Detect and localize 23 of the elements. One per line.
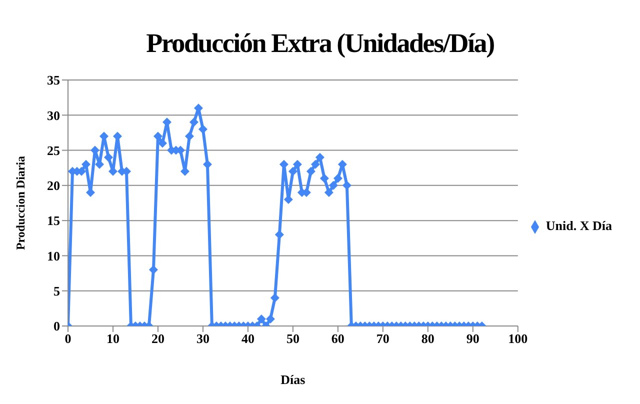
y-tick-label: 20 bbox=[47, 178, 60, 194]
x-tick-label: 80 bbox=[421, 331, 434, 346]
x-tick-label: 40 bbox=[241, 331, 254, 346]
x-tick-label: 10 bbox=[106, 331, 120, 346]
chart-title: Producción Extra (Unidades/Día) bbox=[145, 28, 495, 59]
x-tick-label: 100 bbox=[508, 331, 528, 346]
y-tick-label: 0 bbox=[54, 318, 60, 334]
legend-label: Unid. X Día bbox=[546, 218, 612, 233]
y-tick-label: 35 bbox=[47, 72, 60, 88]
y-axis-title: Produccion Diaria bbox=[13, 156, 28, 250]
y-tick-label: 10 bbox=[47, 248, 60, 264]
y-tick-label: 30 bbox=[47, 108, 60, 123]
x-axis-title: Días bbox=[280, 372, 306, 387]
x-tick-label: 90 bbox=[466, 331, 480, 346]
x-tick-label: 50 bbox=[286, 331, 300, 346]
x-tick-label: 30 bbox=[196, 331, 210, 346]
x-tick-label: 60 bbox=[331, 331, 344, 346]
x-tick-label: 20 bbox=[151, 331, 164, 346]
y-tick-label: 25 bbox=[47, 142, 60, 158]
y-tick-label: 15 bbox=[47, 213, 60, 228]
x-tick-label: 70 bbox=[376, 331, 390, 346]
x-tick-label: 0 bbox=[64, 331, 72, 346]
y-tick-label: 5 bbox=[54, 283, 60, 298]
